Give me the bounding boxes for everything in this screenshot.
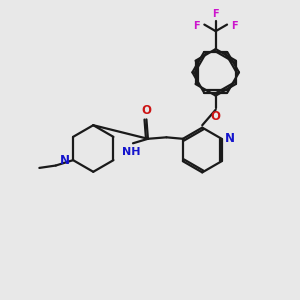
Text: F: F <box>194 21 200 31</box>
Text: N: N <box>225 132 235 145</box>
Text: O: O <box>211 110 221 123</box>
Text: F: F <box>212 9 219 19</box>
Text: NH: NH <box>122 147 140 157</box>
Text: N: N <box>59 154 70 167</box>
Text: O: O <box>141 104 152 117</box>
Text: F: F <box>231 21 238 31</box>
